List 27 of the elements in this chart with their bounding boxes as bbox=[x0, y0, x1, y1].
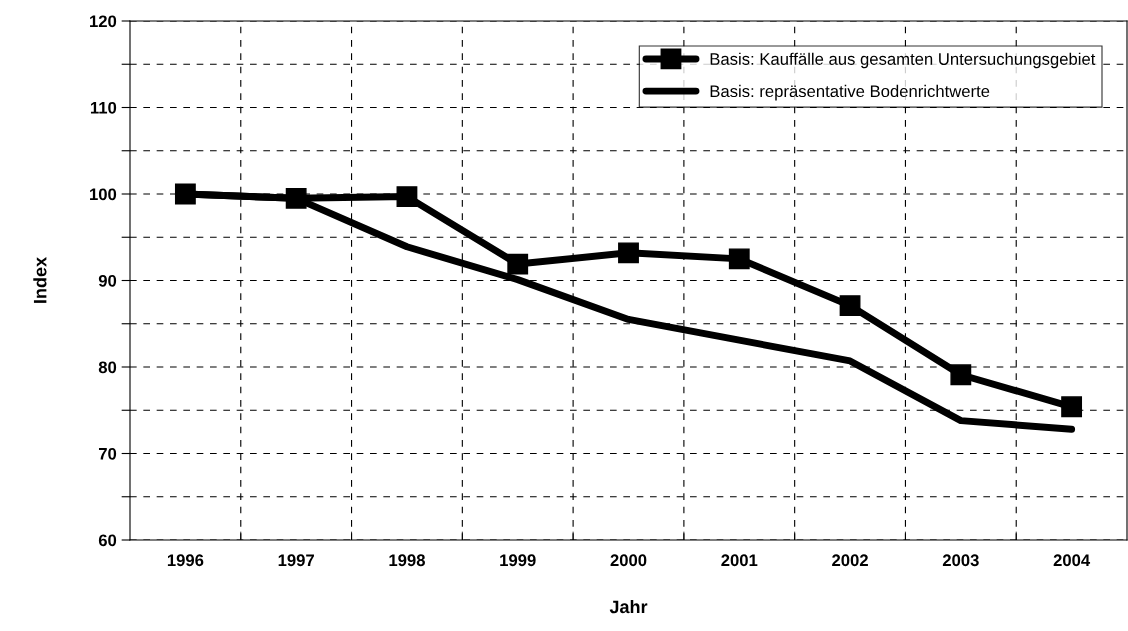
y-tick-label: 60 bbox=[98, 534, 117, 547]
y-tick-label: 110 bbox=[90, 101, 117, 114]
x-tick-label: 2002 bbox=[832, 554, 868, 567]
point bbox=[507, 253, 529, 275]
point bbox=[728, 248, 750, 270]
x-tick-label: 1998 bbox=[389, 554, 425, 567]
point bbox=[950, 364, 972, 386]
x-tick-label: 2001 bbox=[721, 554, 758, 567]
point bbox=[396, 186, 418, 208]
x-tick-label: 2003 bbox=[942, 554, 979, 567]
x-tick-label: 2004 bbox=[1053, 554, 1091, 567]
y-tick-label: 120 bbox=[90, 15, 117, 28]
y-tick-label: 70 bbox=[98, 447, 117, 460]
point bbox=[1061, 396, 1083, 418]
y-tick-label: 90 bbox=[98, 274, 117, 287]
point bbox=[839, 295, 861, 317]
point bbox=[618, 242, 639, 264]
x-tick-label: 1997 bbox=[278, 554, 314, 567]
x-axis-title: Jahr bbox=[609, 599, 648, 614]
y-axis-title: Index bbox=[33, 257, 47, 303]
legend-label: Basis: repräsentative Bodenrichtwerte bbox=[710, 84, 990, 101]
x-tick-label: 2000 bbox=[610, 554, 647, 567]
y-tick-label: 80 bbox=[98, 361, 117, 374]
x-tick-label: 1999 bbox=[500, 554, 536, 567]
x-tick-label: 1996 bbox=[167, 554, 204, 567]
y-tick-label: 100 bbox=[90, 188, 117, 201]
legend-label: Basis: Kauffälle aus gesamten Untersuchungsgebiet bbox=[710, 52, 1096, 69]
